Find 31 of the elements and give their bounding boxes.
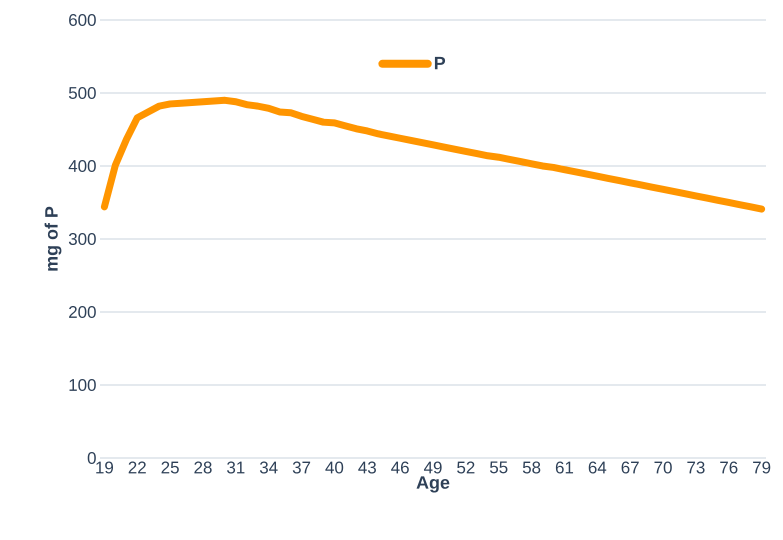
x-tick-label: 40 xyxy=(325,462,344,474)
legend-label: P xyxy=(434,56,446,70)
y-tick-label: 0 xyxy=(88,452,96,464)
x-tick-label: 58 xyxy=(522,462,540,474)
x-tick-label: 67 xyxy=(622,462,639,474)
x-tick-label: 46 xyxy=(391,462,409,474)
y-tick-label: 600 xyxy=(69,14,96,26)
y-tick-label: 400 xyxy=(68,160,96,172)
x-tick-label: 52 xyxy=(457,462,474,474)
x-tick-label: 70 xyxy=(654,462,672,474)
x-tick-label: 73 xyxy=(687,462,705,474)
x-tick-label: 19 xyxy=(96,462,114,474)
y-tick-label: 100 xyxy=(70,378,96,391)
y-axis-title: mg of P xyxy=(44,206,62,271)
x-tick-label: 55 xyxy=(490,462,508,474)
x-tick-label: 49 xyxy=(424,462,442,474)
x-tick-label: 37 xyxy=(292,462,310,474)
y-tick-label: 500 xyxy=(68,86,96,99)
x-tick-label: 64 xyxy=(588,462,606,474)
x-axis-title: Age xyxy=(416,476,450,492)
x-tick-label: 34 xyxy=(260,462,278,474)
x-tick-label: 28 xyxy=(194,462,212,474)
x-tick-label: 61 xyxy=(556,462,574,474)
x-tick-label: 31 xyxy=(227,462,244,474)
x-tick-label: 79 xyxy=(753,462,770,474)
x-tick-label: 43 xyxy=(358,462,376,474)
y-tick-label: 200 xyxy=(69,306,96,318)
y-tick-label: 300 xyxy=(68,232,96,245)
x-tick-label: 76 xyxy=(720,462,738,474)
x-tick-label: 22 xyxy=(128,462,146,474)
x-tick-label: 25 xyxy=(162,462,179,474)
